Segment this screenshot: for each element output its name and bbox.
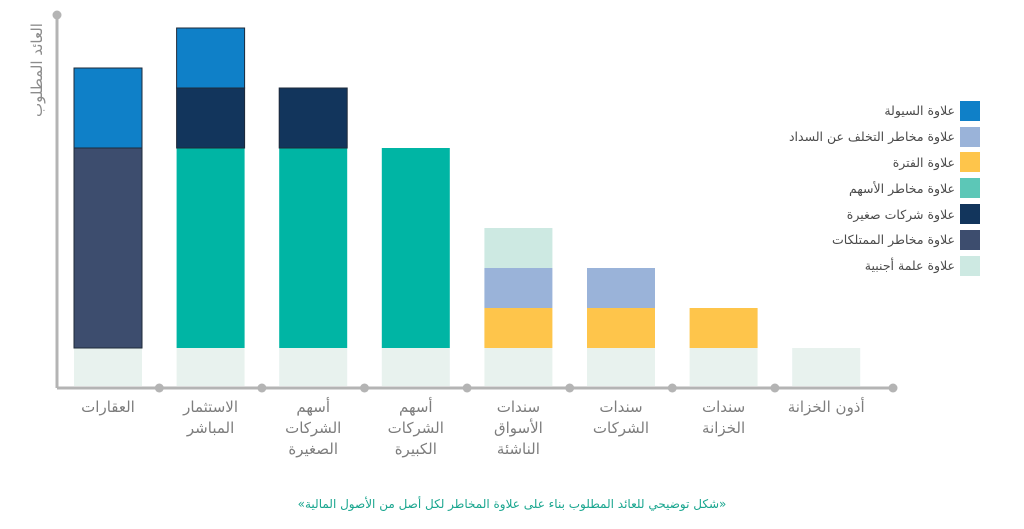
x-axis-separator-dot [154, 383, 164, 393]
bar-segment [587, 268, 655, 308]
figure-caption: «شكل توضيحي للعائد المطلوب بناء على علاو… [297, 497, 727, 511]
x-tick-label: الأسواق [494, 418, 543, 437]
x-tick-label: سندات [702, 398, 745, 416]
legend-item: علاوة علمة أجنبية [789, 253, 980, 279]
bar-segment [381, 348, 450, 386]
x-tick-label: سندات [497, 398, 540, 416]
legend-label: علاوة السيولة [884, 103, 955, 119]
legend: علاوة السيولة علاوة مخاطر التخلف عن السدا… [789, 98, 980, 279]
legend-item: علاوة شركات صغيرة [789, 201, 980, 227]
bar-segment [279, 148, 348, 348]
bar-segment [279, 348, 348, 386]
x-axis-separator-dot [257, 383, 267, 393]
x-tick-label: الخزانة [702, 419, 745, 437]
x-axis-separator-dot [462, 383, 472, 393]
legend-swatch [960, 229, 980, 250]
x-axis-end-dot [888, 383, 898, 393]
legend-item: علاوة السيولة [789, 98, 980, 124]
bar-segment [484, 268, 553, 308]
x-tick-label: سندات [599, 398, 642, 416]
bar-segment [689, 348, 758, 386]
bars [73, 27, 861, 386]
legend-swatch [960, 178, 980, 199]
legend-item: علاوة مخاطر التخلف عن السداد [789, 124, 980, 150]
legend-label: علاوة مخاطر الأسهم [848, 180, 955, 196]
x-tick-label: العقارات [81, 398, 135, 416]
legend-label: علاوة شركات صغيرة [846, 206, 955, 222]
bar-segment [73, 67, 143, 149]
legend-label: علاوة مخاطر الممتلكات [832, 232, 955, 248]
y-axis-end-dot [52, 10, 62, 20]
bar-segment [176, 87, 246, 149]
x-tick-label: الكبيرة [395, 440, 437, 458]
y-axis-label: العائد المطلوب [28, 23, 46, 117]
bar-segment [587, 308, 655, 348]
bar-segment [484, 228, 553, 268]
bar-segment [176, 27, 246, 89]
x-tick-label: الناشئة [497, 440, 540, 458]
x-tick-labels: العقارات الاستثمار المباشر أسهم الشركات الصغي… [81, 397, 865, 458]
x-tick-label: الشركات [388, 419, 444, 437]
bar-segment [381, 148, 450, 348]
x-tick-label: أسهم [296, 397, 330, 416]
x-axis-separator-dot [565, 383, 575, 393]
legend-label: علاوة مخاطر التخلف عن السداد [788, 129, 955, 145]
legend-swatch [960, 152, 980, 173]
x-tick-label: الشركات [285, 419, 341, 437]
x-axis-separator-dot [770, 383, 780, 393]
bar-segment [587, 348, 655, 386]
x-tick-label: المباشر [186, 419, 234, 437]
x-tick-label: الاستثمار [182, 398, 238, 416]
legend-item: علاوة الفترة [789, 150, 980, 176]
bar-segment [176, 348, 245, 386]
bar-segment [484, 348, 553, 386]
legend-swatch [960, 100, 980, 121]
bar-segment [689, 308, 758, 348]
bar-segment [278, 87, 348, 149]
bar-segment [74, 348, 142, 386]
bar-segment [176, 148, 245, 348]
x-axis-separator-dot [360, 383, 369, 393]
x-tick-label: أسهم [399, 397, 433, 416]
bar-segment [73, 147, 143, 349]
bar-segment [484, 308, 553, 348]
axes [52, 10, 898, 393]
x-tick-label: الشركات [593, 419, 649, 437]
legend-swatch [960, 255, 980, 276]
legend-item: علاوة مخاطر الممتلكات [789, 227, 980, 253]
legend-label: علاوة الفترة [892, 154, 955, 170]
x-axis-separator-dot [667, 383, 677, 393]
legend-swatch [960, 126, 980, 147]
legend-label: علاوة علمة أجنبية [864, 258, 955, 274]
bar-segment [792, 348, 861, 386]
legend-item: علاوة مخاطر الأسهم [789, 175, 980, 201]
x-tick-label: الصغيرة [288, 440, 338, 458]
x-tick-label: أذون الخزانة [788, 397, 865, 416]
legend-swatch [960, 204, 980, 225]
